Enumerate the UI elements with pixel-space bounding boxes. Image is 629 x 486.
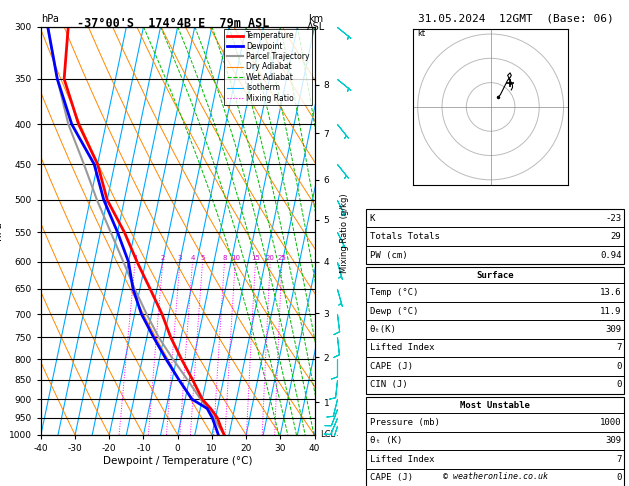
Text: 25: 25 <box>277 255 286 260</box>
Text: Most Unstable: Most Unstable <box>460 400 530 410</box>
Text: 0: 0 <box>616 381 621 389</box>
Text: PW (cm): PW (cm) <box>370 251 408 260</box>
Text: Temp (°C): Temp (°C) <box>370 288 418 297</box>
Legend: Temperature, Dewpoint, Parcel Trajectory, Dry Adiabat, Wet Adiabat, Isotherm, Mi: Temperature, Dewpoint, Parcel Trajectory… <box>225 29 312 105</box>
Text: 13.6: 13.6 <box>600 288 621 297</box>
Text: Pressure (mb): Pressure (mb) <box>370 418 440 427</box>
Text: -37°00'S  174°4B'E  79m ASL: -37°00'S 174°4B'E 79m ASL <box>77 17 269 30</box>
Text: 7: 7 <box>616 344 621 352</box>
Text: 2: 2 <box>160 255 165 260</box>
Text: 5: 5 <box>201 255 205 260</box>
Text: CIN (J): CIN (J) <box>370 381 408 389</box>
Text: 309: 309 <box>605 325 621 334</box>
Text: 31.05.2024  12GMT  (Base: 06): 31.05.2024 12GMT (Base: 06) <box>418 14 614 24</box>
Text: kt: kt <box>418 30 426 38</box>
Text: Mixing Ratio (g/kg): Mixing Ratio (g/kg) <box>340 193 349 273</box>
Text: 1: 1 <box>133 255 137 260</box>
Text: Dewp (°C): Dewp (°C) <box>370 307 418 315</box>
Text: LCL: LCL <box>320 430 335 439</box>
Text: 0.94: 0.94 <box>600 251 621 260</box>
Text: Lifted Index: Lifted Index <box>370 455 435 464</box>
Text: θₜ(K): θₜ(K) <box>370 325 397 334</box>
Text: 0: 0 <box>616 362 621 371</box>
Text: Surface: Surface <box>476 271 514 280</box>
Text: θₜ (K): θₜ (K) <box>370 436 402 445</box>
Text: 15: 15 <box>251 255 260 260</box>
Text: Totals Totals: Totals Totals <box>370 232 440 241</box>
Text: CAPE (J): CAPE (J) <box>370 362 413 371</box>
Text: K: K <box>370 214 376 223</box>
Text: km: km <box>308 14 323 24</box>
Text: hPa: hPa <box>41 14 58 24</box>
Text: 8: 8 <box>222 255 226 260</box>
Text: © weatheronline.co.uk: © weatheronline.co.uk <box>443 472 547 481</box>
Text: 4: 4 <box>191 255 195 260</box>
Text: 3: 3 <box>178 255 182 260</box>
Text: Lifted Index: Lifted Index <box>370 344 435 352</box>
Text: 10: 10 <box>231 255 240 260</box>
Text: 11.9: 11.9 <box>600 307 621 315</box>
Y-axis label: hPa: hPa <box>0 222 3 240</box>
Text: 20: 20 <box>266 255 275 260</box>
Text: 0: 0 <box>616 473 621 482</box>
Text: 29: 29 <box>611 232 621 241</box>
Text: -23: -23 <box>605 214 621 223</box>
Text: 309: 309 <box>605 436 621 445</box>
Text: ASL: ASL <box>306 22 325 32</box>
Text: 7: 7 <box>616 455 621 464</box>
Text: CAPE (J): CAPE (J) <box>370 473 413 482</box>
X-axis label: Dewpoint / Temperature (°C): Dewpoint / Temperature (°C) <box>103 456 252 466</box>
Text: 1000: 1000 <box>600 418 621 427</box>
